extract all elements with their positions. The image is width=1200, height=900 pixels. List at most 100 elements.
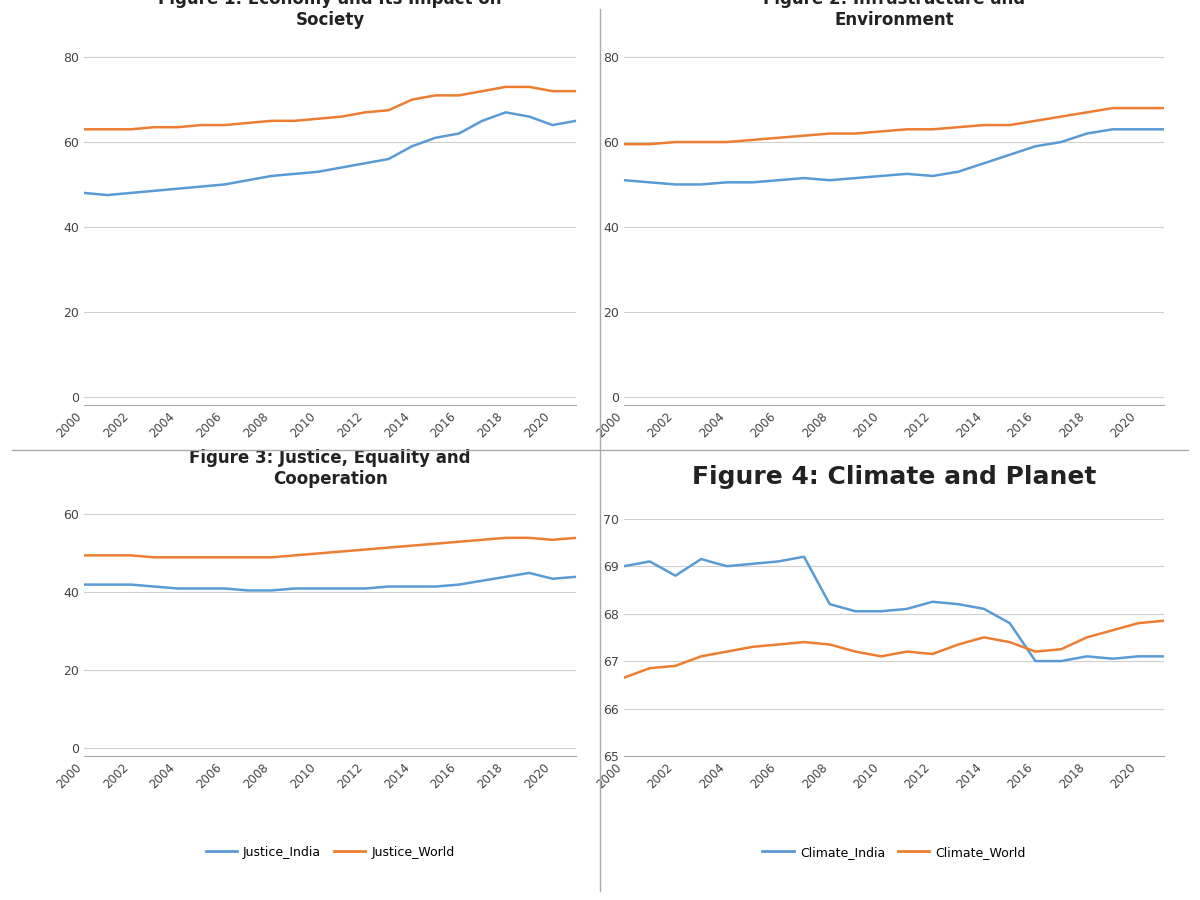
Climate_World	[720, 646, 734, 657]
Economy_World	[545, 86, 559, 96]
Justice_India	[288, 583, 302, 594]
Economy_World	[217, 120, 232, 130]
Infrastructure_India	[668, 179, 683, 190]
Climate_India	[900, 604, 914, 615]
Infrastructure_India	[848, 173, 863, 184]
Line: Economy_India: Economy_India	[84, 112, 576, 195]
Economy_India	[545, 120, 559, 130]
Climate_World	[848, 646, 863, 657]
Justice_World	[451, 536, 466, 547]
Title: Figure 3: Justice, Equality and
Cooperation: Figure 3: Justice, Equality and Cooperat…	[190, 449, 470, 488]
Legend: Infrastructure_India, Infrastructure_World: Infrastructure_India, Infrastructure_Wor…	[720, 492, 1068, 516]
Climate_India	[642, 556, 656, 567]
Infrastructure_World	[642, 139, 656, 149]
Infrastructure_World	[745, 134, 760, 145]
Infrastructure_World	[1132, 103, 1146, 113]
Economy_India	[358, 158, 372, 168]
Infrastructure_World	[822, 128, 836, 139]
Infrastructure_India	[720, 177, 734, 188]
Climate_World	[668, 661, 683, 671]
Justice_World	[335, 546, 349, 557]
Economy_India	[311, 166, 325, 177]
Climate_World	[1002, 636, 1016, 647]
Economy_World	[404, 94, 419, 105]
Justice_India	[545, 573, 559, 584]
Justice_World	[288, 550, 302, 561]
Economy_India	[404, 141, 419, 152]
Line: Justice_World: Justice_World	[84, 538, 576, 557]
Justice_India	[404, 581, 419, 592]
Economy_India	[264, 171, 278, 182]
Infrastructure_India	[874, 171, 888, 182]
Infrastructure_World	[1080, 107, 1094, 118]
Economy_India	[148, 185, 162, 196]
Infrastructure_India	[772, 175, 786, 185]
Justice_World	[498, 533, 512, 544]
Infrastructure_India	[952, 166, 966, 177]
Justice_World	[569, 533, 583, 544]
Climate_India	[1132, 651, 1146, 661]
Economy_World	[148, 122, 162, 132]
Infrastructure_India	[1054, 137, 1068, 148]
Infrastructure_India	[977, 158, 991, 168]
Infrastructure_World	[1028, 115, 1043, 126]
Infrastructure_World	[720, 137, 734, 148]
Economy_India	[77, 187, 91, 198]
Climate_India	[668, 571, 683, 581]
Climate_World	[925, 649, 940, 660]
Infrastructure_India	[797, 173, 811, 184]
Line: Justice_India: Justice_India	[84, 573, 576, 590]
Climate_World	[1105, 625, 1120, 635]
Infrastructure_India	[1132, 124, 1146, 135]
Economy_India	[522, 112, 536, 122]
Infrastructure_India	[1028, 141, 1043, 152]
Justice_India	[311, 583, 325, 594]
Economy_India	[194, 181, 209, 192]
Legend: Justice_India, Justice_World: Justice_India, Justice_World	[200, 841, 460, 864]
Economy_India	[335, 162, 349, 173]
Climate_India	[1054, 656, 1068, 667]
Infrastructure_India	[642, 177, 656, 188]
Justice_India	[217, 583, 232, 594]
Climate_India	[617, 561, 631, 572]
Economy_World	[358, 107, 372, 118]
Climate_World	[642, 662, 656, 673]
Economy_World	[522, 82, 536, 93]
Climate_World	[952, 639, 966, 650]
Climate_World	[977, 632, 991, 643]
Justice_World	[124, 550, 138, 561]
Justice_India	[101, 580, 115, 590]
Justice_World	[101, 550, 115, 561]
Climate_India	[952, 598, 966, 609]
Title: Figure 2: Infrastructure and
Environment: Figure 2: Infrastructure and Environment	[763, 0, 1025, 29]
Justice_World	[264, 552, 278, 562]
Justice_India	[451, 580, 466, 590]
Infrastructure_World	[1105, 103, 1120, 113]
Infrastructure_World	[772, 132, 786, 143]
Climate_India	[874, 606, 888, 616]
Infrastructure_India	[822, 175, 836, 185]
Climate_India	[1157, 651, 1171, 661]
Justice_World	[194, 552, 209, 562]
Justice_India	[335, 583, 349, 594]
Justice_World	[148, 552, 162, 562]
Justice_World	[170, 552, 185, 562]
Economy_India	[382, 154, 396, 165]
Infrastructure_India	[1157, 124, 1171, 135]
Economy_World	[311, 113, 325, 124]
Economy_India	[288, 168, 302, 179]
Climate_World	[1080, 632, 1094, 643]
Line: Infrastructure_World: Infrastructure_World	[624, 108, 1164, 144]
Justice_World	[404, 540, 419, 551]
Justice_World	[475, 535, 490, 545]
Legend: Climate_India, Climate_World: Climate_India, Climate_World	[757, 841, 1031, 864]
Climate_India	[977, 604, 991, 615]
Infrastructure_World	[694, 137, 708, 148]
Economy_World	[264, 115, 278, 126]
Climate_India	[720, 561, 734, 572]
Climate_World	[772, 639, 786, 650]
Climate_India	[1002, 617, 1016, 628]
Infrastructure_World	[668, 137, 683, 148]
Infrastructure_World	[874, 126, 888, 137]
Economy_World	[335, 112, 349, 122]
